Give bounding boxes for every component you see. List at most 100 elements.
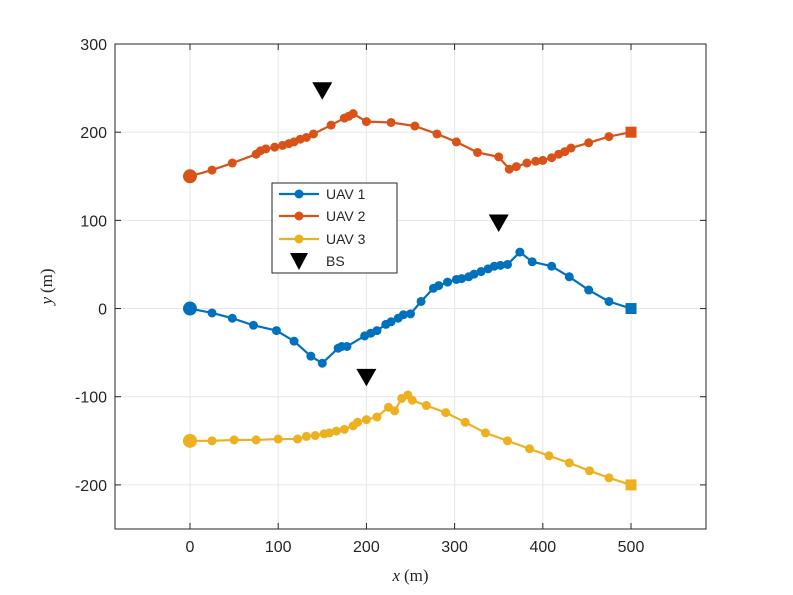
data-point-uav-3 xyxy=(390,406,400,416)
data-point-uav-3 xyxy=(207,436,217,446)
bs-marker-layer xyxy=(312,82,509,387)
data-point-uav-2 xyxy=(451,137,461,147)
data-point-uav-2 xyxy=(432,129,442,139)
data-point-uav-3 xyxy=(564,458,574,468)
data-point-uav-1 xyxy=(469,269,479,279)
data-point-uav-1 xyxy=(317,358,327,368)
data-point-uav-1 xyxy=(227,313,237,323)
data-point-uav-1 xyxy=(406,309,415,319)
legend-label-bs: BS xyxy=(326,253,345,269)
data-point-uav-3 xyxy=(372,412,382,422)
series-uav-2 xyxy=(182,109,637,184)
data-point-uav-2 xyxy=(604,132,614,142)
data-point-uav-3 xyxy=(251,435,261,445)
x-tick-label: 200 xyxy=(353,539,380,556)
data-point-uav-2 xyxy=(348,109,358,119)
data-point-uav-3 xyxy=(421,401,431,411)
bs-marker xyxy=(488,214,509,233)
ticks: 0 100 200 300 400 500 -200 -100 0 100 200 300 xyxy=(75,37,706,556)
start-point-uav-3 xyxy=(182,433,197,448)
data-point-uav-1 xyxy=(398,310,408,320)
data-point-uav-1 xyxy=(289,336,299,346)
data-point-uav-2 xyxy=(547,153,557,163)
legend: UAV 1 UAV 2 UAV 3 BS xyxy=(271,182,398,274)
bs-marker xyxy=(356,368,377,387)
legend-marker-bs xyxy=(290,253,308,270)
data-point-uav-2 xyxy=(504,164,514,174)
y-axis-label: y (m) xyxy=(37,268,56,306)
data-point-uav-3 xyxy=(339,424,349,434)
data-point-uav-2 xyxy=(566,143,576,153)
legend-entry-bs: BS xyxy=(290,253,345,270)
x-axis-label-var: x xyxy=(391,566,400,585)
data-point-uav-1 xyxy=(584,285,594,295)
data-point-uav-1 xyxy=(248,320,258,330)
data-point-uav-2 xyxy=(511,162,521,172)
data-point-uav-1 xyxy=(306,351,316,361)
data-point-uav-3 xyxy=(324,428,334,438)
data-point-uav-2 xyxy=(584,138,594,148)
data-point-uav-2 xyxy=(494,152,504,162)
legend-label-uav-3: UAV 3 xyxy=(326,231,366,247)
data-point-uav-1 xyxy=(503,259,513,269)
data-point-uav-3 xyxy=(585,466,595,476)
data-point-uav-3 xyxy=(310,431,320,441)
data-point-uav-1 xyxy=(564,272,574,282)
data-point-uav-1 xyxy=(207,308,217,318)
y-tick-label: -100 xyxy=(75,390,107,407)
legend-marker-uav-3 xyxy=(294,234,304,244)
data-point-uav-1 xyxy=(372,326,382,336)
end-point-uav-2 xyxy=(625,126,637,138)
data-point-uav-3 xyxy=(604,473,614,483)
y-tick-label: 0 xyxy=(98,302,107,319)
data-point-uav-2 xyxy=(538,155,548,165)
data-point-uav-2 xyxy=(261,144,271,154)
data-point-uav-2 xyxy=(410,121,420,131)
data-point-uav-1 xyxy=(434,281,444,291)
data-point-uav-3 xyxy=(293,434,303,444)
data-point-uav-3 xyxy=(460,417,470,427)
data-point-uav-1 xyxy=(604,296,614,306)
bs-marker xyxy=(312,82,333,100)
data-point-uav-3 xyxy=(407,395,417,405)
data-point-uav-3 xyxy=(441,408,451,418)
data-point-uav-2 xyxy=(270,142,280,152)
data-point-uav-2 xyxy=(227,158,237,168)
data-point-uav-1 xyxy=(527,257,537,267)
x-tick-label: 100 xyxy=(265,539,292,556)
data-point-uav-1 xyxy=(342,341,352,351)
data-point-uav-3 xyxy=(229,435,239,445)
data-point-uav-2 xyxy=(361,117,371,127)
y-tick-label: -200 xyxy=(75,478,107,495)
data-point-uav-2 xyxy=(522,158,532,168)
data-point-uav-1 xyxy=(386,317,396,327)
series-uav-1 xyxy=(182,247,637,368)
data-point-uav-1 xyxy=(443,277,453,287)
data-point-uav-1 xyxy=(271,326,281,336)
legend-label-uav-2: UAV 2 xyxy=(326,208,366,224)
x-tick-label: 500 xyxy=(618,539,645,556)
data-point-uav-3 xyxy=(525,444,535,454)
data-point-uav-1 xyxy=(476,267,486,277)
x-axis-label: x (m) xyxy=(391,566,428,585)
data-point-uav-2 xyxy=(326,120,336,130)
data-point-uav-2 xyxy=(386,117,396,127)
data-point-uav-2 xyxy=(301,132,311,142)
y-tick-label: 100 xyxy=(80,213,107,230)
y-tick-label: 200 xyxy=(80,125,107,142)
legend-box xyxy=(271,182,398,274)
data-point-uav-1 xyxy=(515,247,525,257)
series-uav-3 xyxy=(182,390,637,491)
plot-area xyxy=(114,43,707,530)
data-point-uav-2 xyxy=(308,129,318,139)
start-point-uav-2 xyxy=(182,169,197,184)
legend-marker-uav-2 xyxy=(294,211,304,221)
data-point-uav-3 xyxy=(331,426,341,436)
axes-box xyxy=(114,43,707,530)
start-point-uav-1 xyxy=(182,301,197,316)
x-tick-label: 400 xyxy=(529,539,556,556)
legend-entry-uav-2: UAV 2 xyxy=(279,208,366,224)
y-tick-label: 300 xyxy=(80,37,107,54)
legend-marker-uav-1 xyxy=(294,189,304,199)
